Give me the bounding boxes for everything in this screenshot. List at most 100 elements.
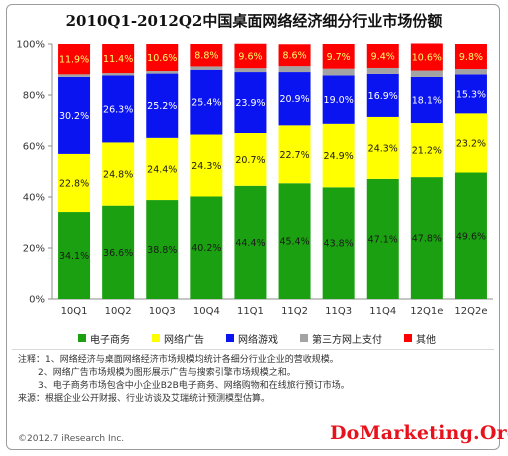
y-tick-label: 80%	[23, 91, 45, 102]
legend-entry: 网络广告	[152, 330, 204, 346]
bar-segment	[58, 212, 91, 299]
data-label: 25.2%	[147, 101, 177, 112]
bar-segment	[410, 76, 443, 124]
bar-segment	[366, 44, 399, 68]
bar-segment	[146, 137, 179, 201]
bar-segment	[234, 185, 267, 299]
data-label: 15.3%	[456, 89, 486, 100]
data-label: 9.4%	[371, 51, 395, 62]
data-label: 9.7%	[327, 52, 351, 63]
data-label: 24.4%	[147, 164, 177, 175]
data-label: 24.9%	[324, 151, 354, 162]
bar-segment	[454, 68, 487, 75]
bar-segment	[278, 125, 311, 184]
data-label: 18.1%	[412, 95, 442, 106]
stacked-bar-chart: 0% 20% 40% 60% 80% 100% 34.1% 22.8% 30.2% 11.9% 10…	[16, 40, 493, 317]
legend-entry: 其他	[404, 330, 436, 346]
bar-segment	[146, 44, 179, 72]
y-tick-label: 0%	[29, 295, 45, 306]
y-tick-label: 40%	[23, 193, 45, 204]
data-label: 38.8%	[147, 245, 177, 256]
bar-segment	[146, 71, 179, 74]
bar-segment	[58, 44, 91, 75]
bar-segment	[146, 73, 179, 138]
legend-entry: 电子商务	[78, 330, 130, 346]
bar-segment	[410, 70, 443, 77]
data-label: 24.3%	[368, 143, 398, 154]
bar-segment	[190, 196, 223, 299]
data-label: 10.6%	[412, 53, 442, 64]
y-tick-label: 100%	[16, 40, 45, 51]
y-tick-label: 20%	[23, 244, 45, 255]
bar-segment	[322, 123, 355, 188]
bar-segment	[190, 66, 223, 70]
watermark: DoMarketing.Org	[330, 422, 508, 444]
bar-segment	[102, 73, 135, 76]
bar-segment	[278, 44, 311, 67]
bar-segment	[190, 69, 223, 135]
data-label: 40.2%	[191, 243, 221, 254]
bar-segment	[366, 67, 399, 74]
data-label: 8.8%	[194, 51, 218, 62]
bar-segment	[410, 43, 443, 71]
divider	[12, 349, 494, 350]
data-label: 44.4%	[235, 238, 265, 249]
data-label: 24.3%	[191, 161, 221, 172]
bar-segment	[278, 183, 311, 299]
data-label: 19.0%	[324, 95, 354, 106]
bar-segment	[146, 200, 179, 299]
bar-segment	[102, 142, 135, 206]
x-tick-label: 11Q3	[325, 306, 352, 317]
bar-segment	[454, 44, 487, 69]
data-label: 20.9%	[279, 94, 309, 105]
data-label: 9.8%	[459, 52, 483, 63]
bar-segment	[278, 72, 311, 126]
note-line-2: 2、网络广告市场规模为图形展示广告与搜索引擎市场规模之和。	[38, 368, 296, 378]
copyright: ©2012.7 iResearch Inc.	[18, 434, 125, 444]
data-label: 24.8%	[103, 170, 133, 181]
bar-segment	[410, 177, 443, 299]
legend-label: 电子商务	[90, 334, 130, 346]
data-label: 11.4%	[103, 54, 133, 65]
legend-swatch	[404, 334, 412, 342]
legend-label: 网络游戏	[238, 334, 278, 346]
x-tick-label: 12Q2e	[454, 306, 487, 317]
data-label: 36.6%	[103, 248, 133, 259]
bar-segment	[234, 43, 267, 69]
data-label: 47.8%	[412, 234, 442, 245]
bar-segment	[234, 132, 267, 186]
source-line: 来源：根据企业公开财报、行业访谈及艾瑞统计预测模型估算。	[18, 394, 271, 404]
legend-swatch	[78, 334, 86, 342]
bar-segment	[58, 74, 91, 77]
data-label: 47.1%	[368, 234, 398, 245]
bar-segment	[234, 72, 267, 133]
bar-segment	[102, 44, 135, 74]
data-label: 21.2%	[412, 146, 442, 157]
bar-segment	[102, 205, 135, 299]
chart-legend: 电子商务 网络广告 网络游戏 第三方网上支付 其他	[78, 330, 498, 346]
data-label: 11.9%	[59, 55, 89, 66]
bar-segment	[322, 75, 355, 124]
data-label: 20.7%	[235, 155, 265, 166]
x-tick-label: 11Q4	[369, 306, 396, 317]
legend-label: 其他	[416, 334, 436, 346]
data-label: 16.9%	[368, 91, 398, 102]
legend-swatch	[152, 334, 160, 342]
data-label: 8.6%	[282, 51, 306, 62]
bar-segment	[102, 75, 135, 143]
bar-segment	[234, 68, 267, 73]
x-tick-label: 10Q2	[105, 306, 132, 317]
legend-label: 网络广告	[164, 334, 204, 346]
notes: 注释：1、网络经济与桌面网络经济市场规模均统计各细分行业企业的营收规模。 2、网…	[18, 354, 488, 406]
y-tick-label: 60%	[23, 142, 45, 153]
legend-swatch	[226, 334, 234, 342]
data-label: 45.4%	[279, 237, 309, 248]
legend-entry: 网络游戏	[226, 330, 278, 346]
bar-segment	[58, 153, 91, 213]
bar-segment	[58, 76, 91, 154]
bar-segment	[322, 44, 355, 69]
data-label: 23.2%	[456, 138, 486, 149]
data-label: 26.3%	[103, 104, 133, 115]
x-tick-label: 12Q1e	[410, 306, 443, 317]
bar-segment	[410, 123, 443, 178]
